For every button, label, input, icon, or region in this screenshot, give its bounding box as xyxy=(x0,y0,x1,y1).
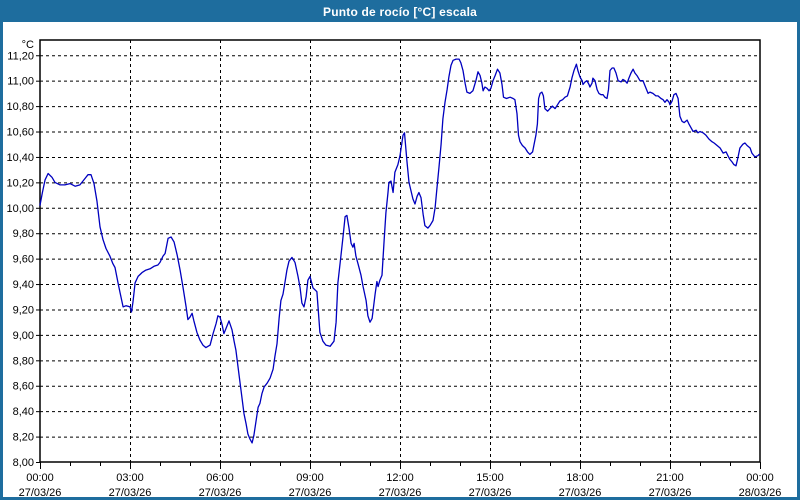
svg-text:03:00: 03:00 xyxy=(116,472,144,484)
svg-text:27/03/26: 27/03/26 xyxy=(19,487,62,497)
svg-text:11,00: 11,00 xyxy=(7,76,34,88)
svg-text:27/03/26: 27/03/26 xyxy=(289,487,332,497)
svg-text:8,40: 8,40 xyxy=(13,406,34,418)
svg-text:15:00: 15:00 xyxy=(476,472,504,484)
svg-text:8,00: 8,00 xyxy=(13,457,34,469)
axis-ticks xyxy=(36,55,761,469)
svg-text:10,40: 10,40 xyxy=(6,152,34,164)
chart-canvas: 8,00 8,20 8,40 8,60 8,80 9,00 9,20 9,40 9,60 9,80… xyxy=(6,39,782,497)
svg-text:28/03/26: 28/03/26 xyxy=(739,487,782,497)
svg-text:27/03/26: 27/03/26 xyxy=(199,487,242,497)
svg-text:00:00: 00:00 xyxy=(746,472,774,484)
svg-text:12:00: 12:00 xyxy=(386,472,414,484)
svg-text:9,60: 9,60 xyxy=(13,254,34,266)
svg-text:8,80: 8,80 xyxy=(13,355,34,367)
data-line xyxy=(39,58,760,444)
y-axis-labels: 8,00 8,20 8,40 8,60 8,80 9,00 9,20 9,40 9,60 9,80… xyxy=(6,50,34,469)
svg-text:9,20: 9,20 xyxy=(13,304,34,316)
svg-text:10,80: 10,80 xyxy=(6,101,34,113)
svg-text:27/03/26: 27/03/26 xyxy=(379,487,422,497)
svg-text:06:00: 06:00 xyxy=(206,472,234,484)
svg-text:27/03/26: 27/03/26 xyxy=(469,487,512,497)
svg-text:27/03/26: 27/03/26 xyxy=(559,487,602,497)
x-axis-labels: 00:00 27/03/26 03:00 27/03/26 06:00 27/03/26 0… xyxy=(19,472,782,497)
svg-text:10,00: 10,00 xyxy=(6,203,34,215)
chart-area: 8,00 8,20 8,40 8,60 8,80 9,00 9,20 9,40 9,60 9,80… xyxy=(3,22,797,497)
svg-text:8,60: 8,60 xyxy=(13,381,34,393)
svg-text:21:00: 21:00 xyxy=(656,472,684,484)
chart-title-bar: Punto de rocío [°C] escala xyxy=(3,3,797,22)
svg-text:11,20: 11,20 xyxy=(7,50,34,62)
svg-text:18:00: 18:00 xyxy=(566,472,594,484)
chart-title: Punto de rocío [°C] escala xyxy=(322,5,478,19)
svg-text:10,20: 10,20 xyxy=(6,177,34,189)
svg-text:09:00: 09:00 xyxy=(296,472,324,484)
svg-text:00:00: 00:00 xyxy=(26,472,54,484)
grid-lines xyxy=(40,40,760,462)
svg-text:27/03/26: 27/03/26 xyxy=(109,487,152,497)
svg-text:9,40: 9,40 xyxy=(13,279,34,291)
svg-text:10,60: 10,60 xyxy=(6,127,34,139)
svg-text:27/03/26: 27/03/26 xyxy=(649,487,692,497)
svg-text:8,20: 8,20 xyxy=(13,432,34,444)
svg-text:9,00: 9,00 xyxy=(13,330,34,342)
y-axis-unit-label: °C xyxy=(22,39,34,51)
svg-text:9,80: 9,80 xyxy=(13,228,34,240)
